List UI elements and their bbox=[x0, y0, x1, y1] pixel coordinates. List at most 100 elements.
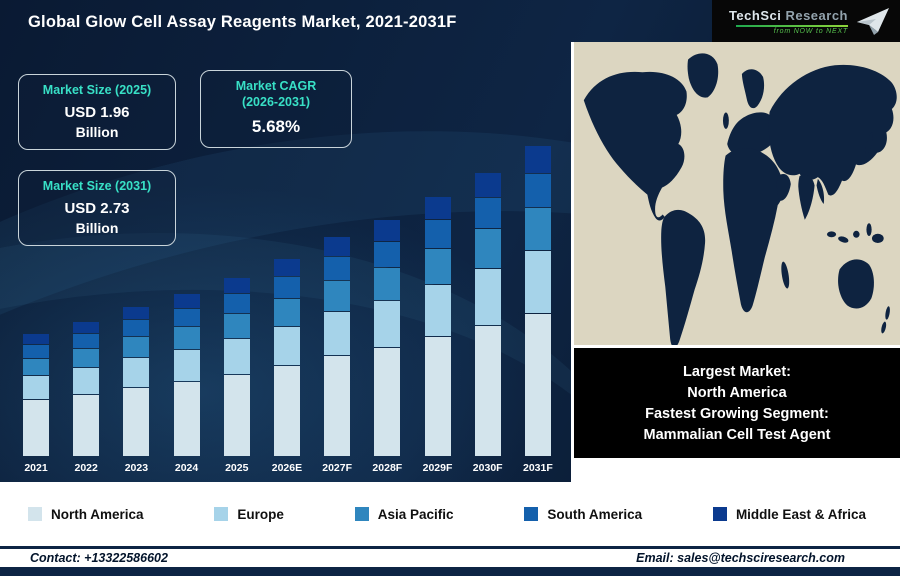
stat-unit: Billion bbox=[75, 219, 119, 236]
footer-email: Email: sales@techsciresearch.com bbox=[636, 551, 845, 565]
bar-segment-asia-pacific bbox=[273, 299, 300, 326]
legend-label: Asia Pacific bbox=[377, 506, 454, 522]
bar-segment-europe bbox=[73, 368, 100, 394]
chart-legend: North America Europe Asia Pacific South Ame… bbox=[0, 482, 900, 546]
x-axis-label: 2023 bbox=[124, 462, 149, 474]
bar-stack bbox=[73, 322, 100, 456]
bar-segment-europe bbox=[223, 339, 250, 374]
brand-tagline: from NOW to NEXT bbox=[773, 27, 848, 35]
stat-box-cagr: Market CAGR (2026-2031) 5.68% bbox=[200, 70, 352, 149]
bar-segment-north-america bbox=[424, 337, 451, 456]
bar-column-2031F: 2031F bbox=[516, 146, 560, 476]
legend-swatch bbox=[354, 507, 369, 521]
stat-subtitle: (2026-2031) bbox=[241, 94, 311, 109]
brand-name-part1: TechSci bbox=[728, 7, 782, 23]
stat-value: USD 2.73 bbox=[64, 199, 130, 217]
bar-segment-south-america bbox=[324, 257, 351, 280]
x-axis-label: 2031F bbox=[522, 462, 553, 474]
x-axis-label: 2030F bbox=[472, 462, 503, 474]
bar-stack bbox=[273, 259, 300, 456]
bar-segment-middle-east-africa bbox=[424, 197, 451, 219]
bar-column-2025: 2025 bbox=[215, 278, 259, 476]
legend-label: South America bbox=[547, 506, 643, 522]
legend-item-asia-pacific: Asia Pacific bbox=[354, 506, 454, 522]
stat-title: Market Size (2031) bbox=[42, 179, 152, 193]
bar-segment-north-america bbox=[324, 356, 351, 456]
footer-contact: Contact: +13322586602 bbox=[30, 551, 168, 565]
bar-stack bbox=[524, 146, 551, 456]
bar-column-2030F: 2030F bbox=[466, 173, 510, 476]
highlight-line: Mammalian Cell Test Agent bbox=[643, 426, 831, 443]
bar-segment-asia-pacific bbox=[524, 208, 551, 250]
bar-column-2023: 2023 bbox=[114, 307, 158, 476]
x-axis-label: 2025 bbox=[225, 462, 249, 474]
bar-segment-middle-east-africa bbox=[273, 259, 300, 276]
bar-stack bbox=[173, 294, 200, 456]
legend-swatch bbox=[28, 507, 42, 521]
brand-logo-text: TechSci Research from NOW to NEXT bbox=[729, 8, 848, 35]
stat-box-market-size-2025: Market Size (2025) USD 1.96 Billion bbox=[18, 74, 176, 151]
x-axis-label: 2028F bbox=[372, 462, 403, 474]
bar-segment-middle-east-africa bbox=[23, 334, 49, 344]
bar-stack bbox=[424, 197, 451, 456]
brand-name: TechSci Research bbox=[729, 8, 848, 23]
bar-column-2024: 2024 bbox=[165, 294, 209, 476]
bar-segment-europe bbox=[374, 301, 401, 347]
bar-segment-asia-pacific bbox=[23, 359, 49, 375]
bar-stack bbox=[223, 278, 250, 456]
x-axis-label: 2029F bbox=[422, 462, 453, 474]
bar-segment-europe bbox=[173, 350, 200, 381]
highlight-box: Largest Market: North America Fastest Gr… bbox=[574, 348, 900, 458]
bar-segment-asia-pacific bbox=[73, 349, 100, 367]
bar-segment-middle-east-africa bbox=[173, 294, 200, 308]
bar-segment-asia-pacific bbox=[374, 268, 401, 300]
x-axis-label: 2021 bbox=[24, 462, 48, 474]
bar-column-2028F: 2028F bbox=[365, 220, 409, 476]
world-map-svg bbox=[574, 42, 900, 345]
x-axis-label: 2022 bbox=[74, 462, 98, 474]
highlight-line: Fastest Growing Segment: bbox=[645, 405, 829, 422]
stat-title: Market CAGR bbox=[235, 79, 317, 93]
bar-segment-asia-pacific bbox=[324, 281, 351, 311]
bar-segment-middle-east-africa bbox=[474, 173, 501, 197]
bar-segment-south-america bbox=[123, 320, 150, 336]
bar-segment-asia-pacific bbox=[223, 314, 250, 338]
bar-segment-europe bbox=[324, 312, 351, 355]
footer: Contact: +13322586602 Email: sales@techs… bbox=[0, 549, 900, 567]
bar-segment-middle-east-africa bbox=[324, 237, 351, 256]
bar-segment-asia-pacific bbox=[123, 337, 150, 357]
right-column: Largest Market: North America Fastest Gr… bbox=[571, 42, 900, 482]
bar-segment-europe bbox=[524, 251, 551, 313]
bar-segment-europe bbox=[424, 285, 451, 336]
world-map bbox=[574, 42, 900, 345]
footer-divider bbox=[0, 546, 900, 549]
bar-segment-europe bbox=[474, 269, 501, 325]
legend-item-south-america: South America bbox=[524, 507, 642, 522]
bar-segment-north-america bbox=[374, 348, 401, 456]
brand-accent-line bbox=[736, 24, 848, 27]
legend-label: Middle East & Africa bbox=[735, 506, 866, 522]
bar-segment-south-america bbox=[23, 345, 49, 358]
bar-segment-asia-pacific bbox=[173, 327, 200, 349]
legend-item-north-america: North America bbox=[28, 507, 144, 522]
x-axis-label: 2026E bbox=[271, 462, 303, 474]
bar-segment-asia-pacific bbox=[424, 249, 451, 284]
bar-segment-north-america bbox=[173, 382, 200, 456]
stacked-bar-chart: 2021 2022 2023 2024 2025 2026E 2027F 2028F 2029F… bbox=[10, 100, 564, 476]
bar-segment-north-america bbox=[123, 388, 150, 456]
bar-stack bbox=[374, 220, 401, 456]
stat-value: 5.68% bbox=[251, 117, 301, 137]
bar-segment-north-america bbox=[273, 366, 300, 456]
bar-segment-south-america bbox=[474, 198, 501, 228]
stat-box-market-size-2031: Market Size (2031) USD 2.73 Billion bbox=[18, 170, 176, 247]
bar-segment-middle-east-africa bbox=[73, 322, 100, 333]
bar-segment-asia-pacific bbox=[474, 229, 501, 268]
bar-segment-europe bbox=[123, 358, 150, 387]
bar-segment-europe bbox=[23, 376, 49, 399]
stat-unit: Billion bbox=[75, 123, 119, 140]
bar-segment-north-america bbox=[23, 400, 49, 456]
bar-column-2029F: 2029F bbox=[416, 197, 460, 476]
x-axis-label: 2027F bbox=[322, 462, 353, 474]
bar-segment-middle-east-africa bbox=[374, 220, 401, 241]
